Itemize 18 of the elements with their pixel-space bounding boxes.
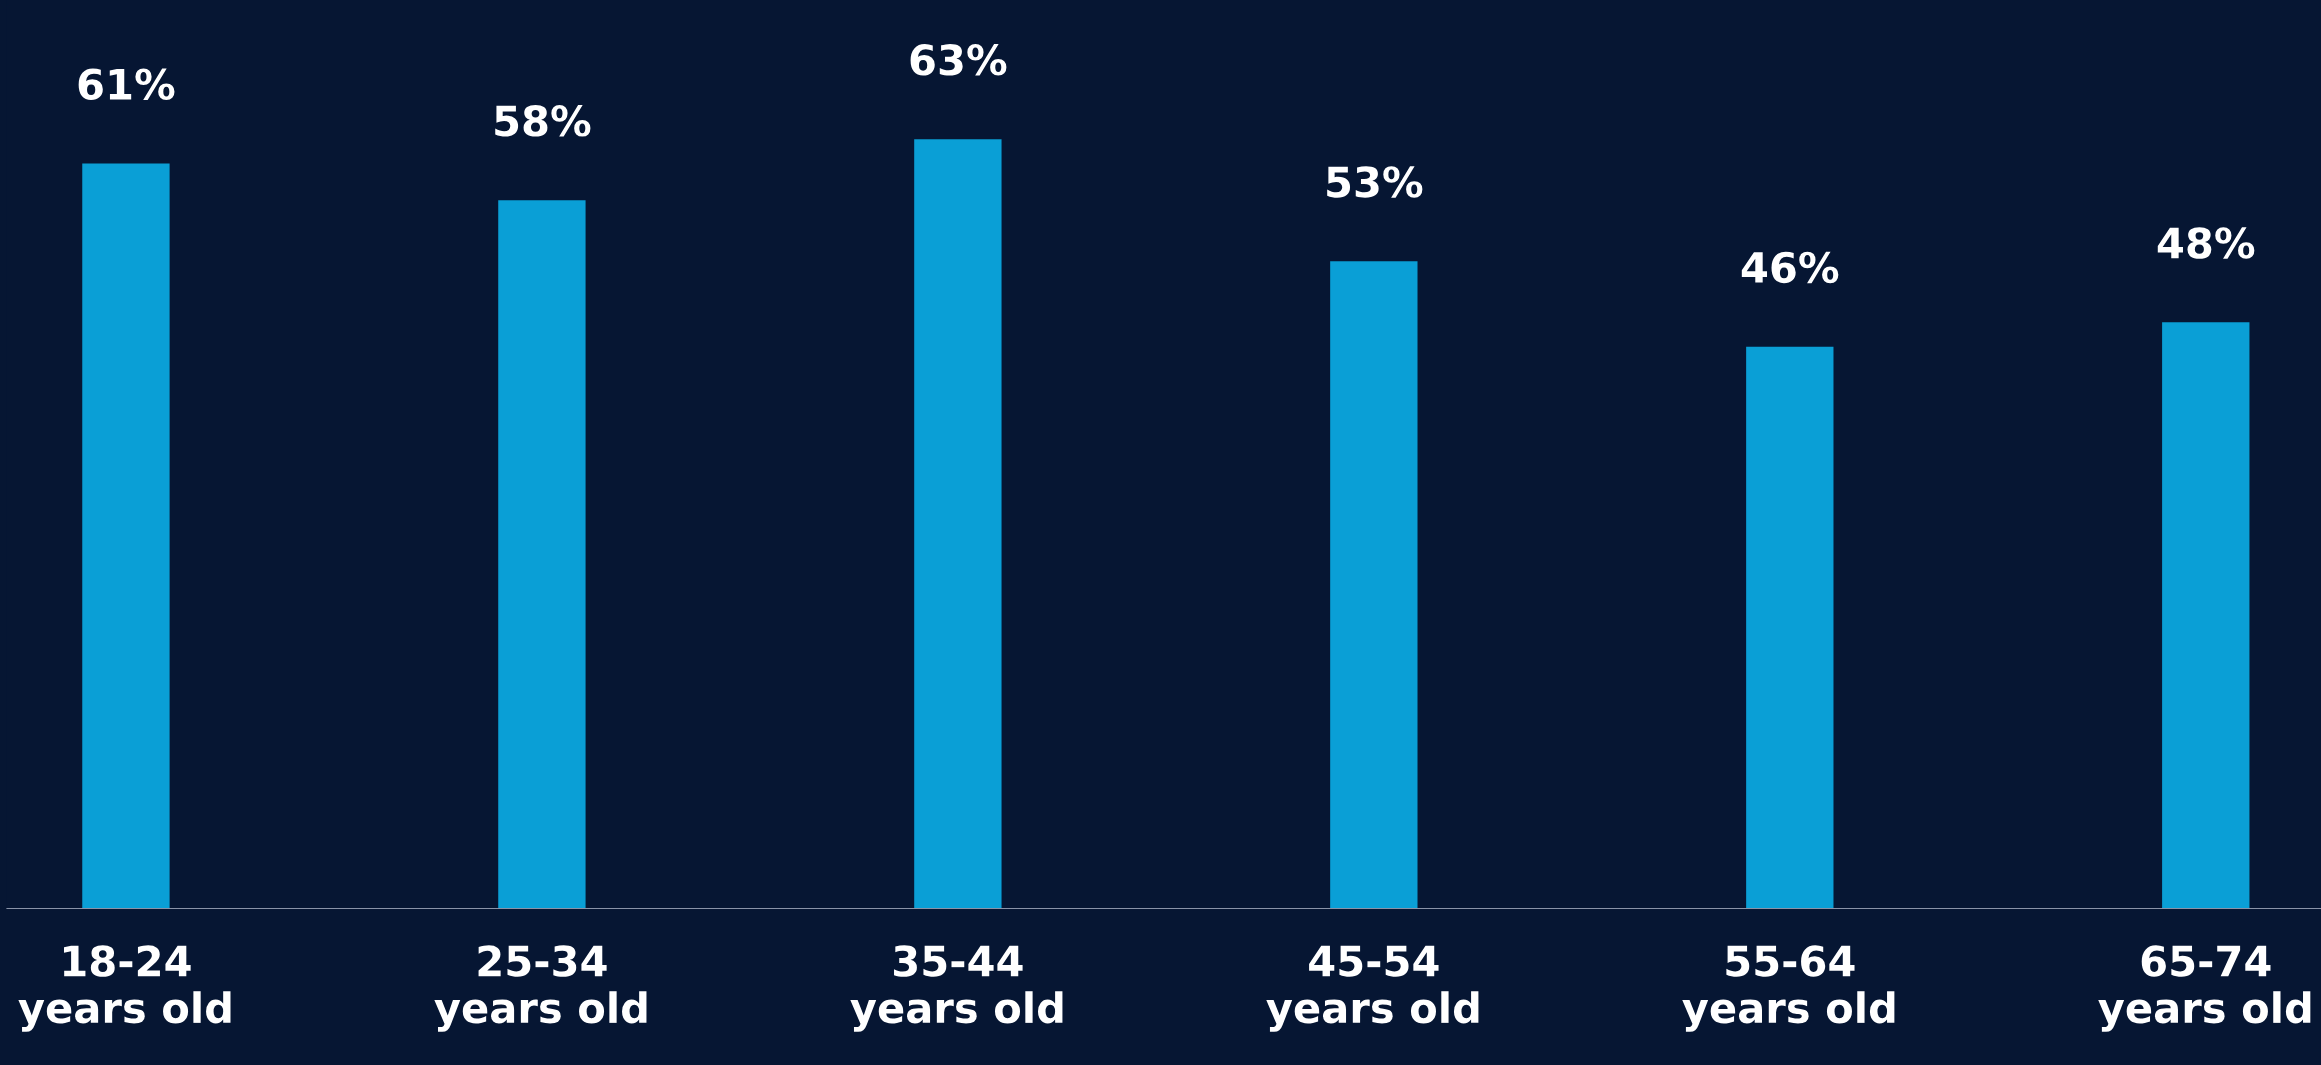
data-label: 53% — [1327, 166, 1423, 198]
x-tick-label: 45-54 years old — [1266, 945, 1479, 1032]
bar — [498, 200, 586, 909]
bar — [1746, 346, 1834, 909]
x-tick-label: 65-74 years old — [2098, 945, 2311, 1032]
x-tick-label: 35-44 years old — [850, 945, 1063, 1032]
data-label: 48% — [2157, 227, 2255, 259]
data-label: 58% — [495, 105, 591, 137]
bar — [914, 139, 1002, 909]
bar — [1330, 261, 1418, 909]
bar — [2162, 322, 2250, 909]
data-label: 63% — [910, 44, 1007, 76]
data-label: 61% — [78, 68, 175, 100]
x-tick-label: 18-24 years old — [18, 945, 231, 1032]
x-tick-label: 55-64 years old — [1682, 945, 1895, 1032]
bar — [82, 163, 170, 909]
x-tick-label: 25-34 years old — [434, 945, 647, 1032]
data-label: 46% — [1741, 251, 1839, 284]
